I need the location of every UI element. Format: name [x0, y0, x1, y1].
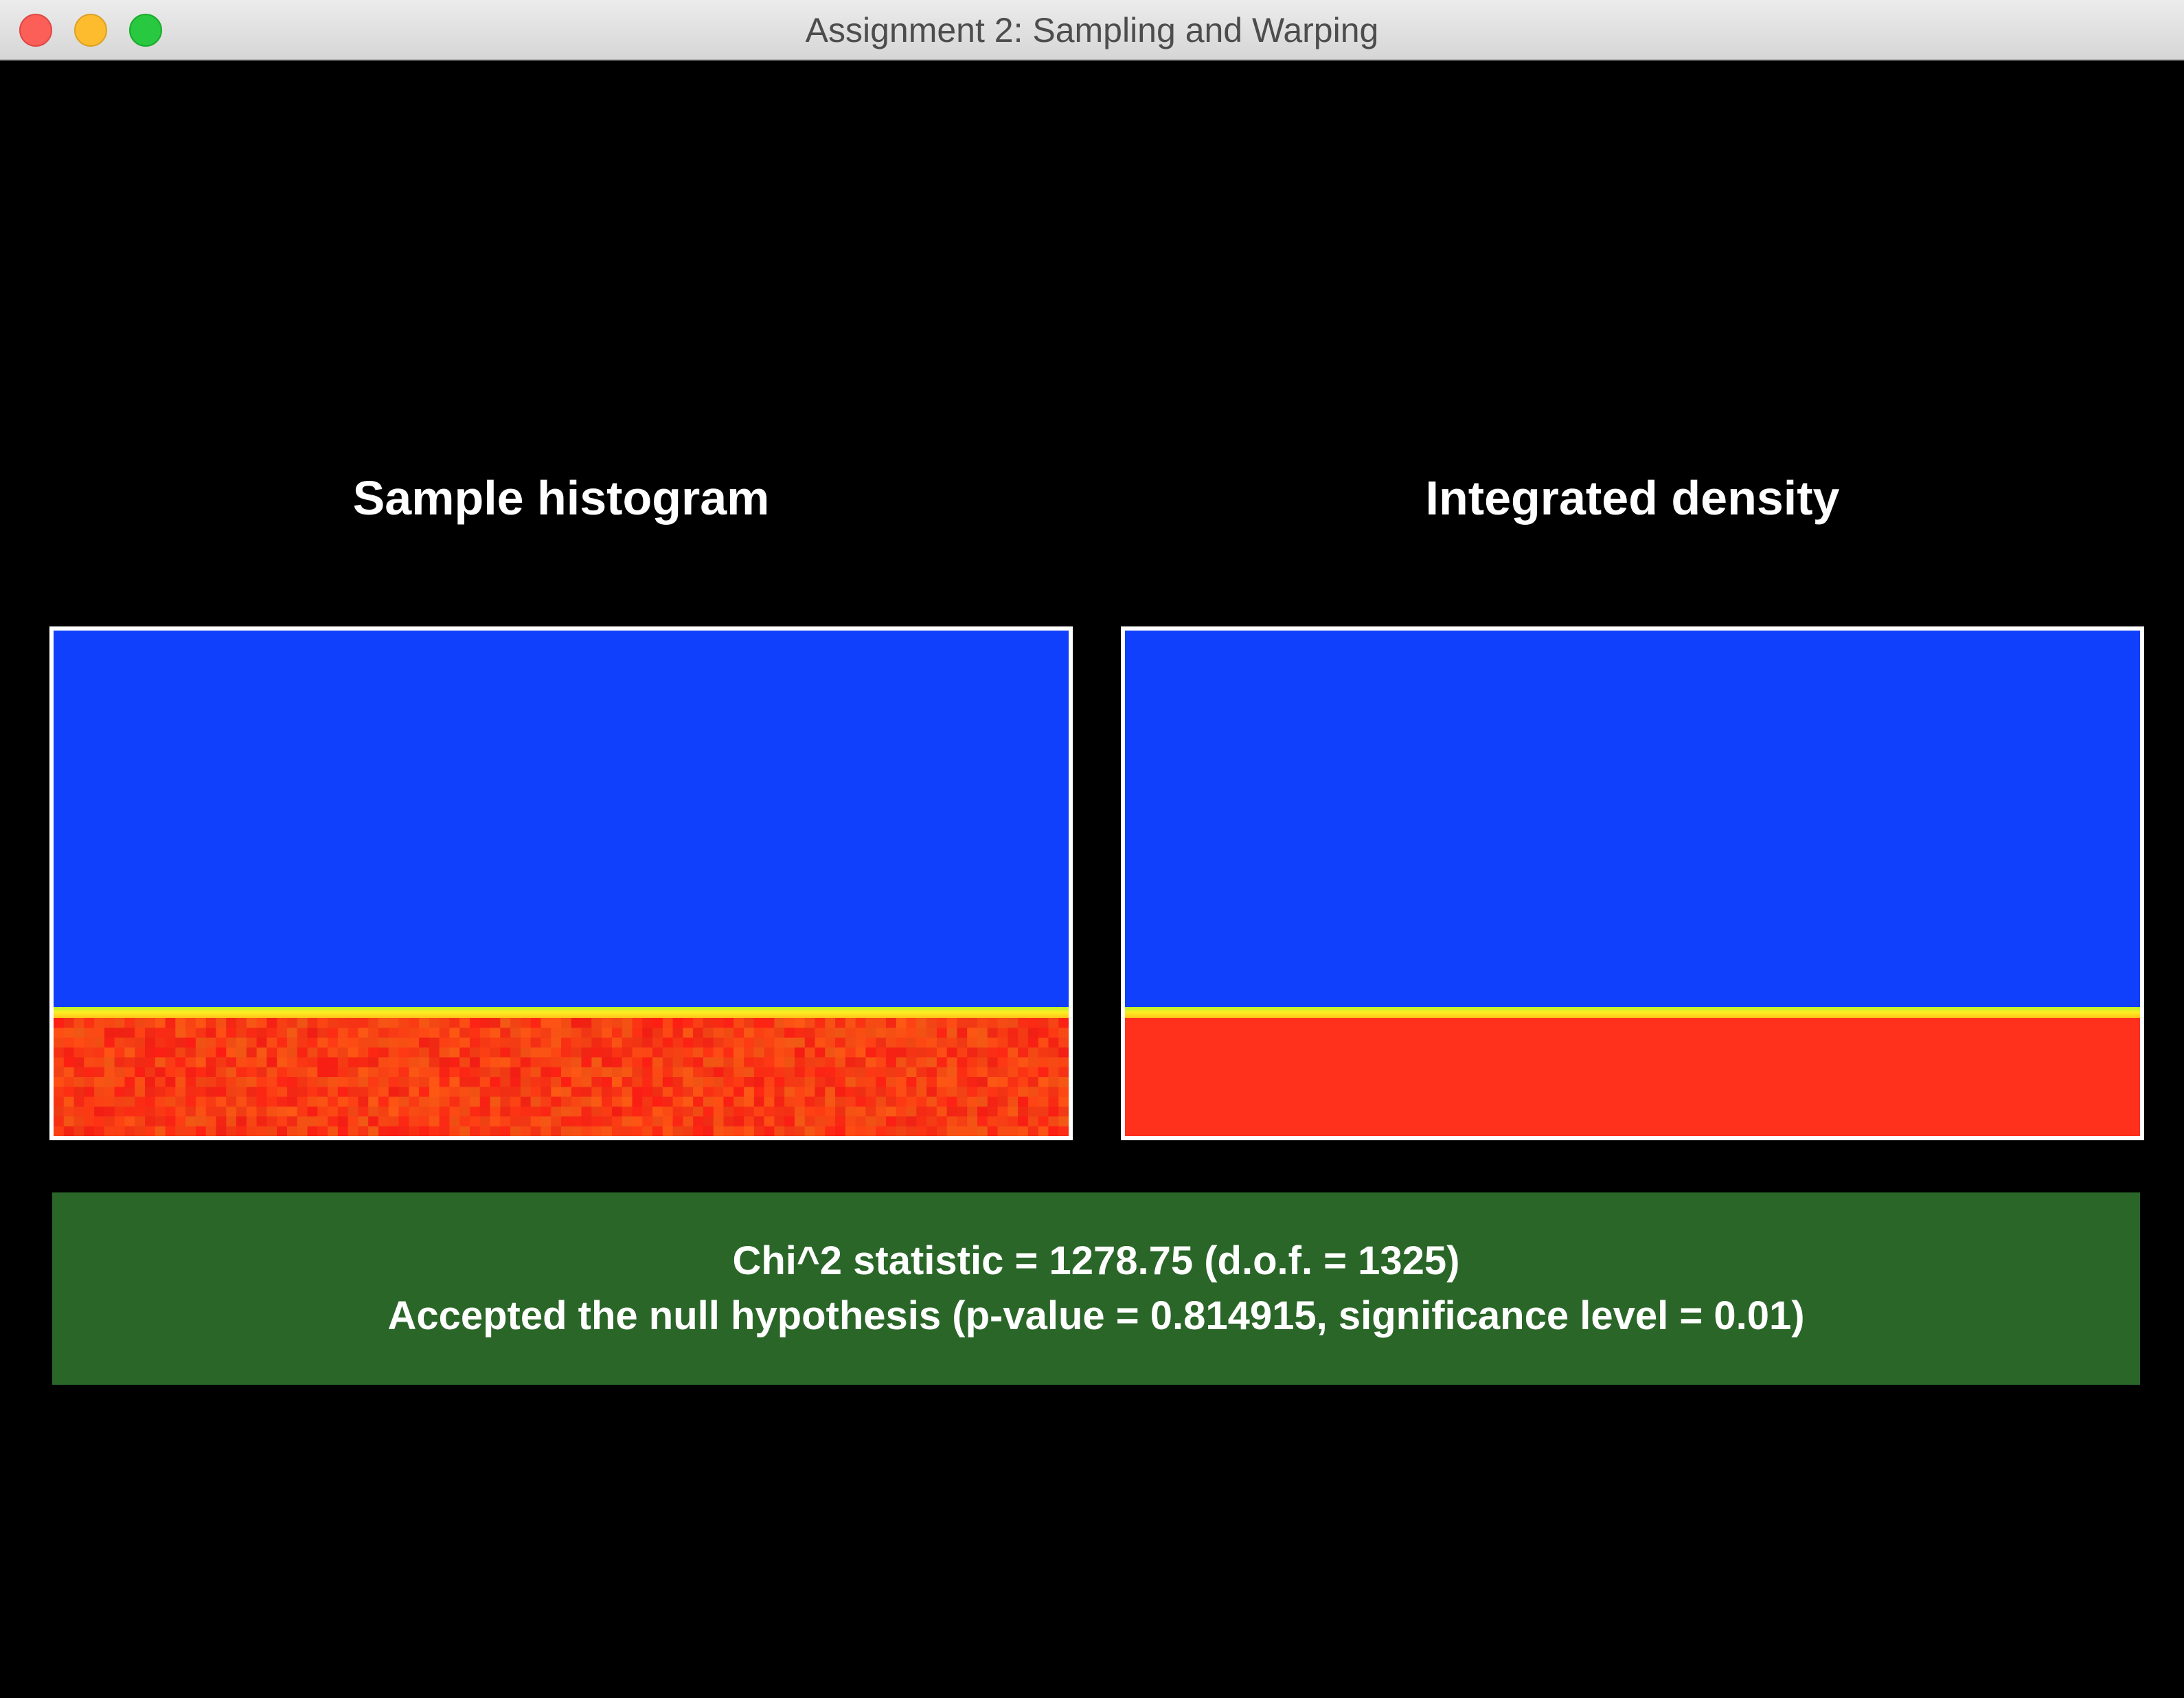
histogram-high-density-region: [54, 631, 1069, 1007]
chi-square-statistic-line: Chi^2 statistic = 1278.75 (d.o.f. = 1325…: [732, 1238, 1460, 1283]
hypothesis-result-line: Accepted the null hypothesis (p-value = …: [387, 1293, 1805, 1338]
histogram-boundary-band: [54, 1007, 1069, 1018]
integrated-density-title: Integrated density: [1425, 471, 1840, 525]
density-high-region: [1125, 631, 2140, 1007]
density-low-region: [1125, 1018, 2140, 1136]
sample-histogram-panel: [49, 626, 1073, 1140]
chi-square-result-banner: Chi^2 statistic = 1278.75 (d.o.f. = 1325…: [52, 1192, 2140, 1385]
title-bar[interactable]: Assignment 2: Sampling and Warping: [0, 0, 2184, 60]
density-boundary-band: [1125, 1007, 2140, 1018]
integrated-density-panel: [1121, 626, 2144, 1140]
close-window-button[interactable]: [19, 14, 52, 47]
histogram-noisy-region: [54, 1018, 1069, 1136]
window-title: Assignment 2: Sampling and Warping: [805, 11, 1379, 49]
zoom-window-button[interactable]: [129, 14, 162, 47]
sample-histogram-title: Sample histogram: [352, 471, 770, 525]
minimize-window-button[interactable]: [74, 14, 107, 47]
histogram-noise-cells: [54, 1018, 1069, 1136]
